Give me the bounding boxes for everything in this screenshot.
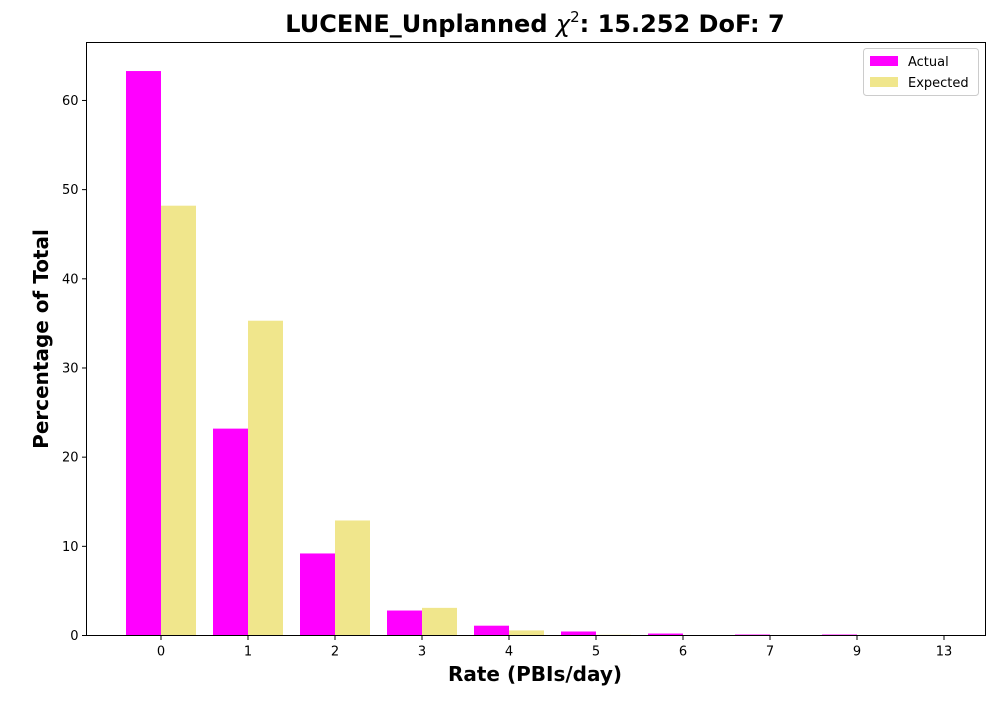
bar-expected-1: [248, 321, 283, 636]
bar-actual-1: [213, 429, 248, 636]
bar-actual-2: [300, 553, 335, 635]
chart-title-symbol: χ: [554, 10, 571, 38]
legend-label-expected: Expected: [908, 76, 969, 91]
bar-expected-4: [509, 630, 544, 635]
y-tick-label: 0: [70, 629, 78, 644]
y-axis-title: Percentage of Total: [29, 229, 53, 449]
chart-title-prefix: LUCENE_Unplanned: [285, 10, 556, 38]
chart-title-superscript: 2: [570, 8, 580, 26]
legend: Actual Expected: [864, 49, 979, 96]
y-tick-label: 60: [62, 94, 79, 109]
bar-actual-4: [474, 626, 509, 636]
y-tick-label: 20: [62, 451, 79, 466]
x-tick-label: 6: [679, 645, 687, 660]
bar-expected-3: [422, 608, 457, 636]
x-tick-label: 13: [936, 645, 953, 660]
bar-expected-2: [335, 520, 370, 635]
x-tick-label: 9: [853, 645, 861, 660]
x-tick-label: 5: [592, 645, 600, 660]
y-tick-label: 40: [62, 272, 79, 287]
x-tick-label: 0: [157, 645, 165, 660]
x-tick-label: 4: [505, 645, 513, 660]
y-tick-label: 30: [62, 361, 79, 376]
y-tick-label: 10: [62, 540, 79, 555]
legend-swatch-expected: [870, 77, 898, 87]
bar-actual-0: [126, 71, 161, 635]
x-tick-label: 3: [418, 645, 426, 660]
x-axis-title: Rate (PBIs/day): [448, 662, 622, 686]
bar-expected-0: [161, 206, 196, 636]
legend-label-actual: Actual: [908, 55, 949, 70]
x-tick-label: 7: [766, 645, 774, 660]
bar-actual-3: [387, 611, 422, 636]
bar-actual-5: [561, 631, 596, 635]
y-tick-label: 50: [62, 183, 79, 198]
x-tick-label: 2: [331, 645, 339, 660]
chart-title: LUCENE_Unplanned χ2: 15.252 DoF: 7: [285, 8, 784, 38]
chart-title-suffix: : 15.252 DoF: 7: [580, 10, 785, 38]
x-tick-label: 1: [244, 645, 252, 660]
legend-swatch-actual: [870, 56, 898, 66]
